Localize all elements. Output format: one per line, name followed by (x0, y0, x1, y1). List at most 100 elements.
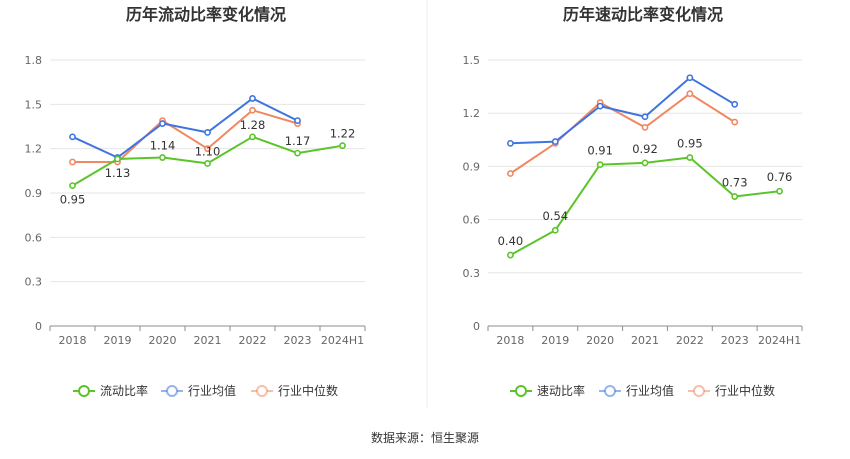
data-point-company (69, 182, 76, 190)
data-label: 1.13 (105, 166, 131, 180)
data-point-industry_avg (641, 113, 649, 121)
y-tick-label: 0.6 (463, 214, 481, 227)
data-label: 1.17 (285, 134, 311, 148)
legend-item-industry_median: 行业中位数 (688, 383, 775, 398)
legend-marker (78, 385, 90, 397)
series-line-company (509, 156, 780, 256)
data-point-company (776, 187, 783, 195)
x-tick-label: 2023 (284, 334, 312, 347)
chart-title: 历年速动比率变化情况 (563, 5, 723, 24)
y-tick-label: 1.2 (25, 143, 43, 156)
x-tick-label: 2020 (586, 334, 614, 347)
data-point-industry_avg (507, 139, 514, 147)
data-label: 1.10 (195, 144, 221, 158)
legend-item-industry_avg: 行业均值 (599, 383, 674, 398)
data-point-industry_avg (596, 102, 604, 110)
y-tick-label: 0.3 (25, 276, 43, 289)
data-point-industry_median (507, 170, 514, 177)
y-tick-label: 1.5 (25, 98, 43, 111)
series-line-industry_avg (510, 76, 736, 145)
y-tick-label: 1.8 (25, 54, 43, 67)
x-tick-label: 2023 (721, 334, 749, 347)
data-point-company (114, 155, 121, 163)
legend-label: 行业中位数 (278, 383, 338, 398)
legend-item-company: 流动比率 (73, 383, 148, 398)
data-point-industry_avg (551, 138, 559, 145)
x-tick-label: 2021 (631, 334, 659, 347)
data-point-industry_avg (294, 117, 301, 124)
source-note: 数据来源：恒生聚源 (371, 430, 479, 445)
data-label: 1.14 (150, 139, 176, 153)
y-tick-label: 0.6 (25, 231, 43, 244)
data-point-industry_avg (249, 95, 256, 102)
data-label: 0.73 (722, 176, 748, 190)
x-tick-label: 2018 (59, 334, 87, 347)
chart-title: 历年流动比率变化情况 (126, 5, 286, 24)
legend-marker (166, 385, 178, 397)
data-point-industry_avg (686, 74, 694, 82)
series-line-industry_avg (72, 97, 298, 159)
y-tick-label: 0 (473, 320, 480, 333)
legend-label: 速动比率 (537, 383, 585, 398)
y-tick-label: 0.9 (463, 160, 481, 173)
data-point-industry_median (686, 90, 694, 98)
data-point-company (294, 149, 301, 157)
data-point-company (596, 161, 604, 169)
data-label: 0.92 (632, 142, 658, 156)
data-point-industry_median (641, 123, 649, 131)
data-label: 0.76 (767, 170, 793, 184)
data-label: 0.54 (542, 209, 568, 223)
data-point-industry_avg (69, 133, 76, 141)
series-line-industry_median (72, 109, 298, 163)
y-tick-label: 0 (35, 320, 42, 333)
x-tick-label: 2019 (104, 334, 132, 347)
data-point-company (731, 193, 739, 200)
legend-marker (256, 385, 268, 397)
x-tick-label: 2020 (149, 334, 177, 347)
legend-label: 行业中位数 (715, 383, 775, 398)
legend-label: 行业均值 (188, 383, 236, 398)
data-point-industry_median (249, 106, 256, 114)
data-point-industry_median (204, 145, 211, 153)
data-label: 0.95 (677, 137, 703, 151)
data-point-company (641, 159, 649, 167)
y-tick-label: 1.5 (463, 54, 481, 67)
x-tick-label: 2024H1 (321, 334, 364, 347)
data-point-company (204, 160, 211, 167)
y-tick-label: 0.3 (463, 267, 481, 280)
legend-marker (604, 385, 616, 397)
data-point-company (507, 251, 514, 259)
x-tick-label: 2022 (676, 334, 704, 347)
data-point-company (551, 226, 559, 234)
data-point-industry_avg (731, 100, 739, 108)
x-tick-label: 2021 (194, 334, 222, 347)
data-point-company (339, 142, 346, 150)
legend-marker (693, 385, 705, 397)
y-tick-label: 0.9 (25, 187, 43, 200)
data-point-industry_avg (204, 129, 211, 136)
data-point-company (249, 133, 256, 141)
data-point-company (159, 154, 166, 161)
data-point-industry_avg (159, 120, 166, 127)
data-point-industry_median (69, 158, 76, 166)
legend-item-company: 速动比率 (510, 383, 585, 398)
legend-item-industry_avg: 行业均值 (161, 383, 236, 398)
x-tick-label: 2018 (496, 334, 524, 347)
x-tick-label: 2022 (239, 334, 267, 347)
data-label: 0.95 (60, 193, 86, 207)
legend-item-industry_median: 行业中位数 (251, 383, 338, 398)
series-line-industry_median (509, 92, 736, 175)
legend-label: 流动比率 (100, 383, 148, 398)
data-point-company (686, 154, 694, 161)
chart-panel-1: 历年流动比率变化情况 0 0.3 0.6 0.9 1.2 1.5 1.8 2018 2019 202… (25, 5, 366, 398)
data-label: 1.28 (240, 118, 266, 132)
x-tick-label: 2024H1 (758, 334, 801, 347)
data-label: 0.40 (498, 234, 524, 248)
legend-marker (515, 385, 527, 397)
data-point-industry_median (731, 118, 739, 126)
x-tick-label: 2019 (541, 334, 569, 347)
data-label: 1.22 (330, 127, 356, 141)
legend-label: 行业均值 (626, 383, 674, 398)
chart-panel-2: 历年速动比率变化情况 0 0.3 0.6 0.9 1.2 1.5 2018 2019 2020 20… (463, 5, 803, 398)
